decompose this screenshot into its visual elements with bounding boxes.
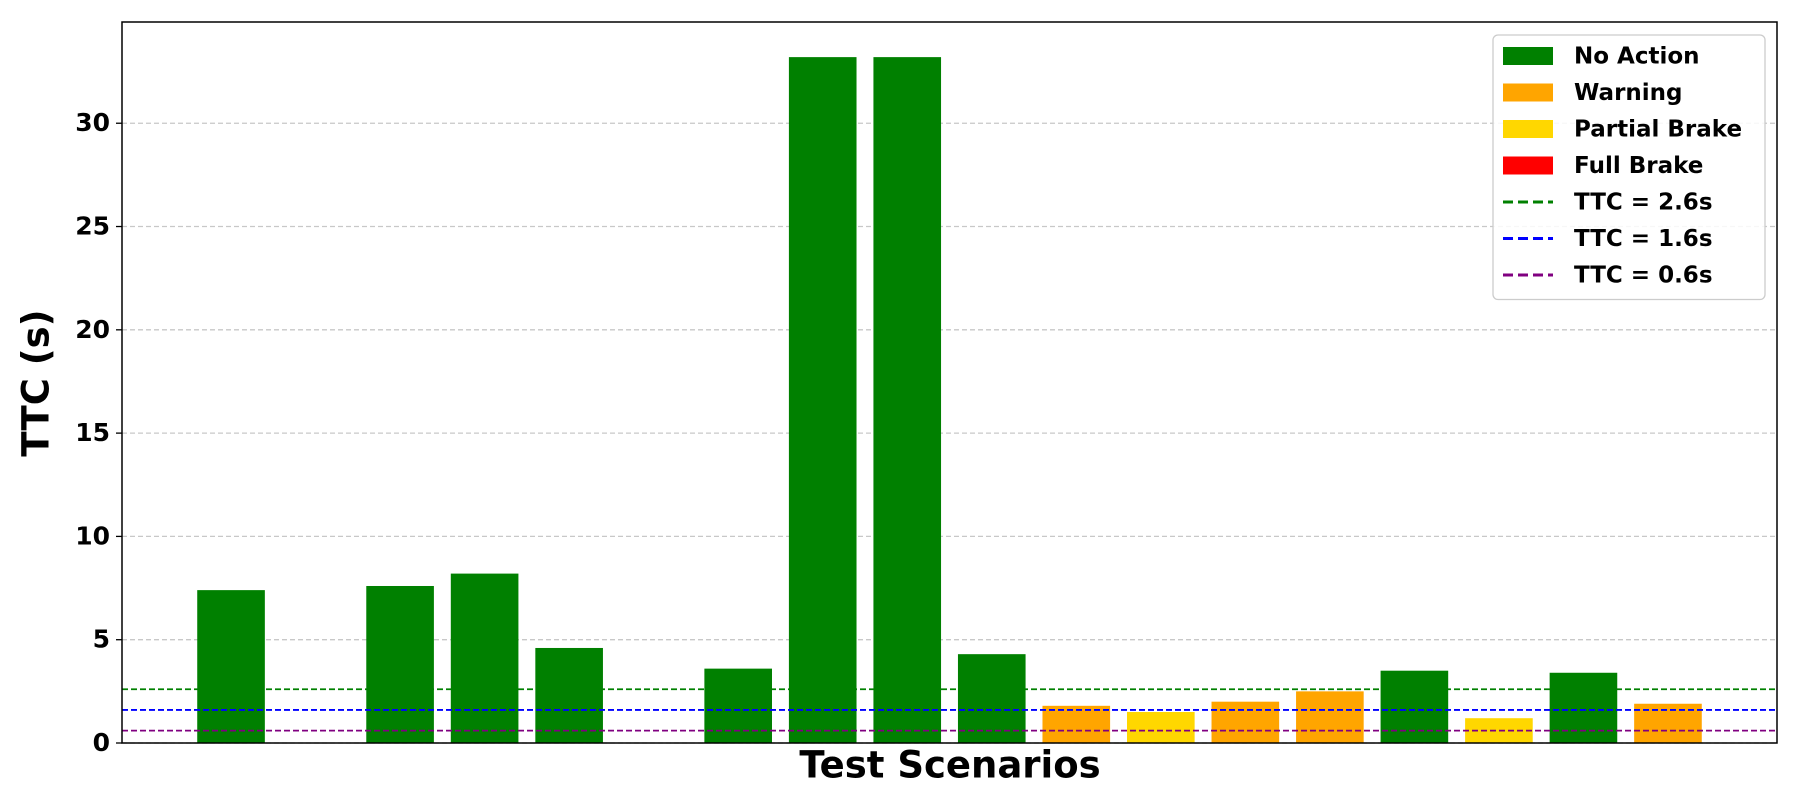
- bar: [704, 668, 772, 743]
- bar: [1127, 712, 1195, 743]
- legend-label: Partial Brake: [1574, 117, 1742, 143]
- legend-label: Full Brake: [1574, 153, 1703, 179]
- y-tick-label: 5: [93, 625, 110, 654]
- legend-label: TTC = 1.6s: [1574, 226, 1713, 252]
- y-tick-label: 15: [75, 418, 110, 447]
- y-tick-label: 25: [75, 212, 110, 241]
- bar: [1380, 670, 1449, 743]
- legend-swatch: [1503, 83, 1553, 102]
- legend-box: [1492, 34, 1766, 301]
- legend-label: No Action: [1574, 44, 1700, 70]
- legend-swatch: [1503, 47, 1553, 65]
- legend-label: Warning: [1574, 80, 1683, 106]
- x-axis-label: Test Scenarios: [799, 744, 1100, 787]
- bar: [1296, 691, 1364, 743]
- bar: [1549, 672, 1618, 743]
- bar: [957, 654, 1026, 743]
- bar: [873, 57, 942, 743]
- y-tick-label: 10: [75, 521, 110, 550]
- legend-swatch: [1503, 120, 1553, 138]
- legend-label: TTC = 2.6s: [1574, 190, 1713, 216]
- plot-frame: [121, 21, 1778, 744]
- bar: [535, 647, 603, 743]
- legend-swatch: [1503, 156, 1553, 175]
- bar: [197, 590, 265, 743]
- y-tick-label: 20: [75, 315, 110, 344]
- bar: [1042, 705, 1111, 743]
- bar: [366, 585, 434, 743]
- bar: [1211, 701, 1280, 743]
- y-tick-label: 30: [75, 108, 110, 137]
- bar: [788, 57, 857, 743]
- y-tick-label: 0: [93, 728, 110, 757]
- bar: [450, 573, 519, 743]
- y-axis-label: TTC (s): [15, 309, 58, 456]
- legend-label: TTC = 0.6s: [1574, 263, 1713, 289]
